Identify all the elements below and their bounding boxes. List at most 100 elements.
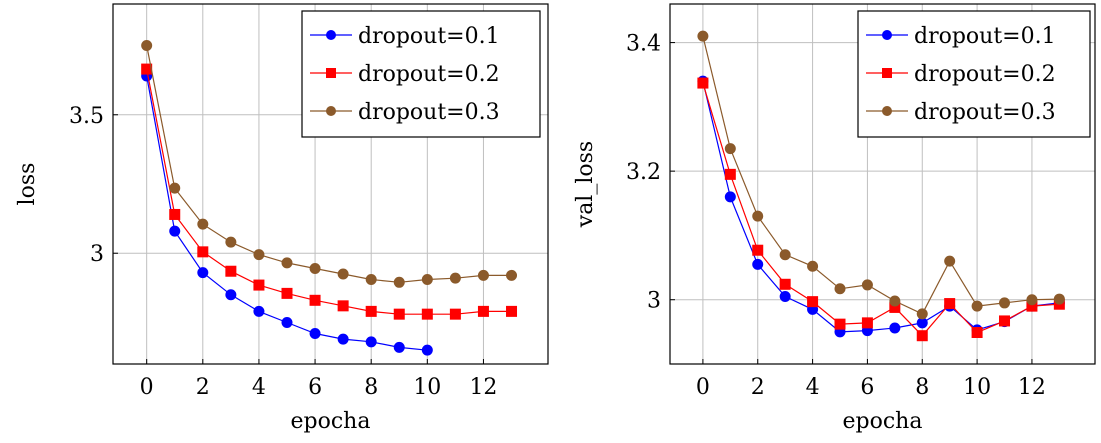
data-point: [393, 276, 405, 288]
data-point: [506, 269, 518, 281]
legend-entry: dropout=0.2: [866, 62, 1056, 87]
data-point: [999, 297, 1011, 309]
legend-entry: dropout=0.1: [310, 24, 500, 49]
x-axis-label: epocha: [291, 409, 371, 434]
x-tick-label: 12: [1018, 375, 1046, 400]
data-point: [141, 40, 153, 52]
plot-frame: [112, 3, 549, 365]
data-point: [944, 298, 956, 310]
y-axis-label: val_loss: [573, 141, 598, 228]
x-tick-label: 6: [860, 375, 874, 400]
val-loss-chart: 0 2 4 6 8 10 12 3 3.2 3.4 epocha val_loss dropout=0.…: [573, 3, 1096, 434]
data-point: [393, 308, 405, 320]
legend-label: dropout=0.2: [358, 62, 500, 87]
data-point: [169, 225, 181, 237]
x-tick-label: 0: [696, 375, 710, 400]
legend-marker: [326, 30, 336, 40]
legend-entry: dropout=0.2: [310, 62, 500, 87]
series-dropout=0.3: [141, 40, 518, 288]
data-point: [724, 191, 736, 203]
data-point: [971, 327, 983, 338]
data-point: [916, 330, 928, 342]
y-tick-label: 3.4: [626, 32, 661, 57]
data-point: [944, 255, 956, 267]
series-dropout=0.2: [141, 63, 518, 320]
data-point: [506, 305, 518, 317]
data-point: [365, 274, 377, 286]
data-point: [1053, 293, 1065, 305]
x-tick-label: 6: [308, 375, 322, 400]
plot-frame: [669, 3, 1096, 365]
data-point: [309, 328, 321, 340]
legend-marker: [882, 106, 892, 116]
data-point: [337, 300, 349, 312]
data-point: [197, 218, 209, 230]
x-tick-label: 8: [915, 375, 929, 400]
data-point: [197, 267, 209, 279]
data-point: [752, 258, 764, 270]
data-point: [337, 333, 349, 345]
x-tick-label: 0: [140, 375, 154, 400]
data-point: [281, 287, 293, 299]
data-point: [253, 279, 265, 291]
data-point: [365, 305, 377, 317]
data-point: [724, 168, 736, 180]
x-tick-label: 8: [364, 375, 378, 400]
data-point: [834, 283, 846, 295]
data-point: [697, 77, 709, 89]
data-point: [971, 300, 983, 312]
data-point: [752, 210, 764, 222]
data-point: [889, 295, 901, 307]
legend-marker: [882, 30, 892, 40]
series-dropout=0.2: [697, 77, 1065, 342]
data-point: [197, 246, 209, 258]
legend-label: dropout=0.3: [358, 100, 500, 125]
x-tick-label: 12: [469, 375, 497, 400]
data-point: [337, 268, 349, 280]
data-point: [281, 316, 293, 328]
data-point: [779, 278, 791, 290]
legend-marker: [326, 68, 336, 78]
data-point: [449, 272, 461, 284]
data-point: [1026, 294, 1038, 306]
data-point: [421, 274, 433, 286]
data-point: [169, 208, 181, 220]
legend-label: dropout=0.1: [358, 24, 500, 49]
x-tick-label: 10: [413, 375, 441, 400]
data-point: [449, 308, 461, 320]
data-point: [365, 336, 377, 348]
x-tick-label: 2: [196, 375, 210, 400]
data-point: [169, 182, 181, 194]
data-point: [225, 265, 237, 277]
data-point: [253, 305, 265, 317]
data-point: [916, 308, 928, 320]
legend-entry: dropout=0.3: [866, 100, 1056, 125]
legend: dropout=0.1 dropout=0.2 dropout=0.3: [301, 10, 541, 138]
legend-marker: [882, 68, 892, 78]
legend-entry: dropout=0.1: [866, 24, 1056, 49]
y-axis-label: loss: [15, 163, 40, 206]
legend-box: [301, 10, 541, 138]
data-point: [779, 249, 791, 261]
legend-label: dropout=0.1: [914, 24, 1056, 49]
legend-label: dropout=0.3: [914, 100, 1056, 125]
x-tick-label: 10: [963, 375, 991, 400]
legend-entry: dropout=0.3: [310, 100, 500, 125]
data-point: [253, 249, 265, 261]
data-point: [752, 244, 764, 256]
series-dropout=0.3: [697, 30, 1065, 320]
data-point: [477, 305, 489, 317]
x-tick-label: 4: [806, 375, 820, 400]
data-point: [421, 344, 433, 356]
data-point: [999, 315, 1011, 327]
data-point: [225, 236, 237, 248]
data-point: [889, 322, 901, 334]
legend-box: [857, 10, 1091, 138]
x-axis-label: epocha: [843, 409, 923, 434]
y-tick-label: 3.2: [626, 160, 661, 185]
data-point: [281, 257, 293, 269]
data-point: [724, 143, 736, 155]
data-point: [834, 318, 846, 330]
x-tick-label: 4: [252, 375, 266, 400]
